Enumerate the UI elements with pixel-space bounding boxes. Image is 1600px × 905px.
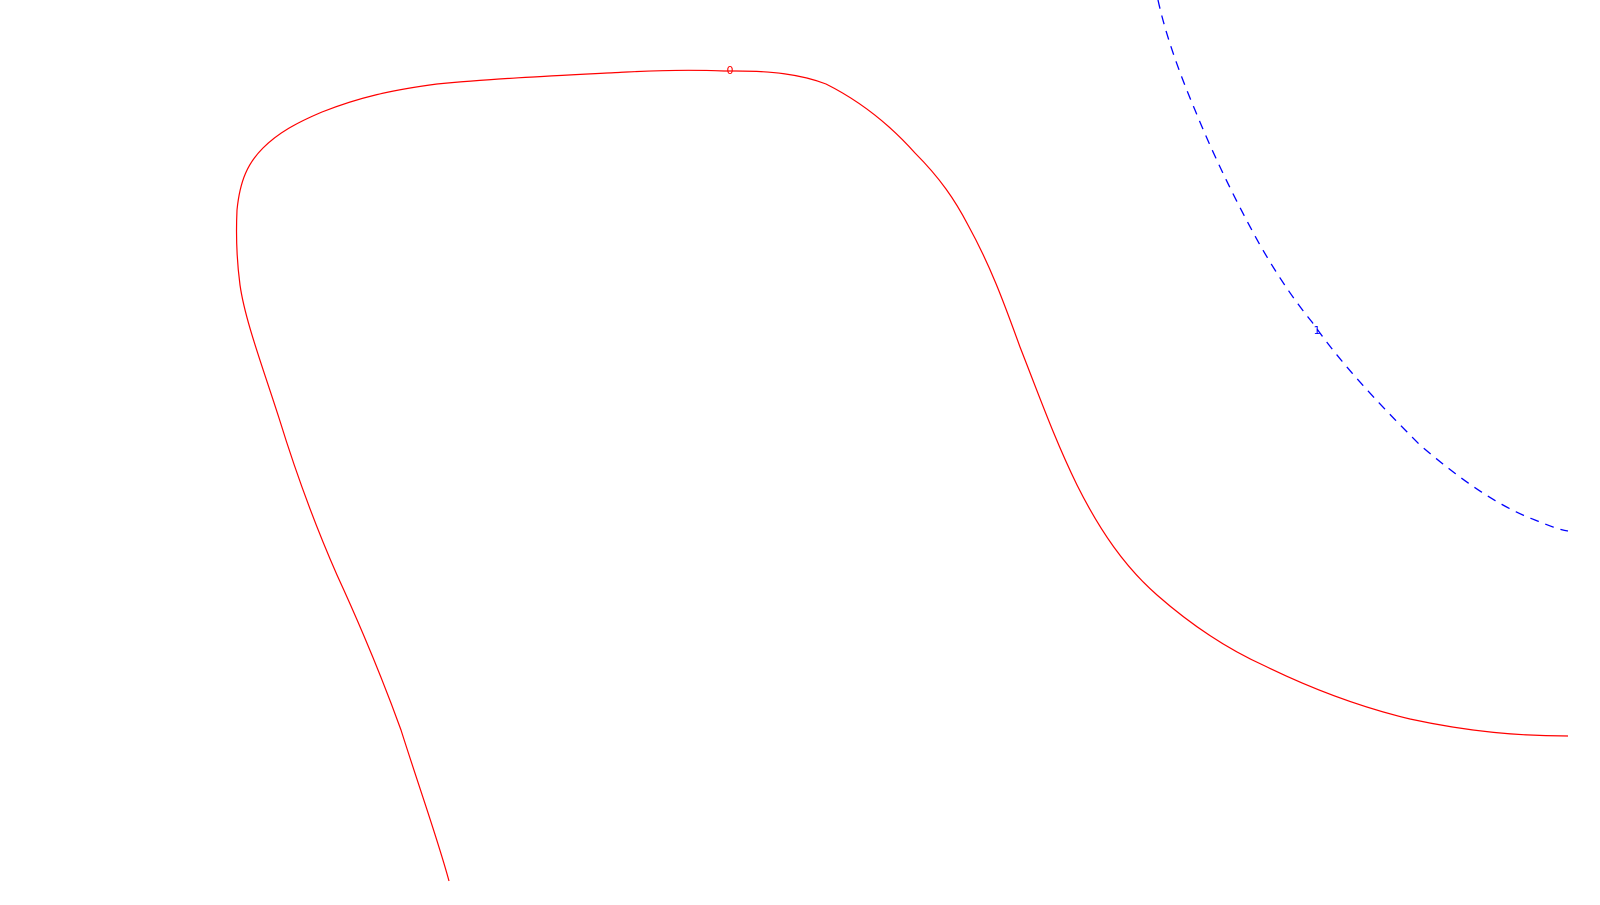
contour-line-1 — [1157, 0, 1569, 532]
contour-label-1: 1 — [1314, 324, 1321, 337]
contour-line-0 — [235, 69, 1569, 882]
contour-label-0: 0 — [727, 64, 734, 77]
